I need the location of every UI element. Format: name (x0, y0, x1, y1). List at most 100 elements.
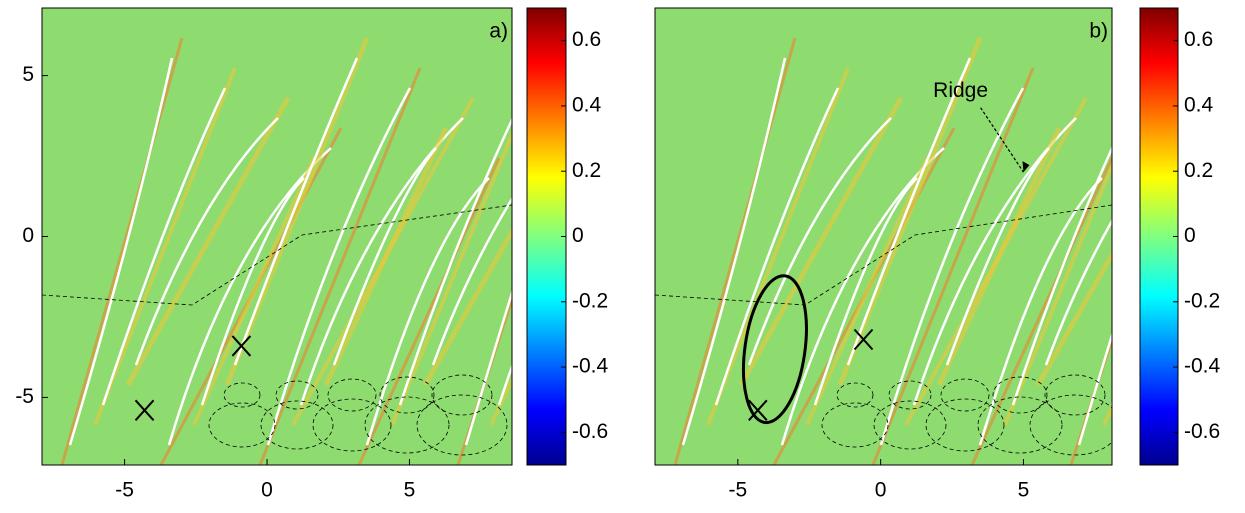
contour-dashed (992, 376, 1048, 414)
contour-white (200, 177, 305, 406)
contour-dashed (977, 396, 1063, 454)
x-marker (231, 335, 252, 357)
contour-dashed (260, 400, 334, 450)
contour-dashed (940, 378, 990, 412)
panel-label: a) (489, 20, 508, 43)
colorbar-tick-label: -0.4 (1184, 355, 1221, 378)
streak (93, 67, 237, 426)
contour-dashed (416, 394, 508, 456)
contour-white (978, 177, 1103, 446)
streak (805, 157, 929, 426)
contour-dashed (1029, 394, 1112, 456)
contour-dashed (208, 402, 276, 448)
arrow-head (1022, 161, 1030, 173)
contour-dashed (312, 398, 392, 452)
colorbar-tick-label: 0.6 (572, 28, 601, 51)
contour-white (233, 57, 359, 366)
colorbar-tick-label: -0.2 (572, 289, 608, 312)
streak (258, 67, 422, 465)
contour-dashed (275, 380, 319, 410)
contour-white (398, 116, 512, 406)
colorbar-tick-label: -0.6 (572, 420, 608, 443)
x-marker-stroke (231, 335, 252, 357)
streak (1035, 249, 1112, 387)
contour-white (134, 117, 279, 366)
streak (871, 67, 1035, 465)
streak (422, 226, 512, 387)
contour-white (68, 57, 174, 446)
contour-dashed (364, 396, 450, 454)
streak (323, 126, 449, 387)
contour-dashed (655, 204, 1112, 306)
colorbar-tick-label: -0.2 (1184, 289, 1220, 312)
contour-dashed (42, 204, 512, 306)
contour-dashed (223, 382, 261, 408)
streak (390, 129, 512, 426)
streak (936, 126, 1062, 387)
contour-dashed (431, 374, 493, 416)
y-tick-label: 0 (22, 224, 34, 247)
contour-white (431, 196, 512, 366)
contour-dashed (836, 382, 874, 408)
x-tick-label: 5 (404, 479, 416, 502)
panel-label: b) (1089, 20, 1108, 43)
contour-dashed (327, 378, 377, 412)
contour-white (879, 87, 1025, 446)
contour-white (681, 57, 787, 446)
highlight-ellipse (742, 274, 808, 425)
plot-frame (654, 7, 1113, 466)
contour-white (1011, 145, 1112, 406)
colorbar-tick-label: 0.2 (1184, 159, 1213, 182)
contour-white (266, 87, 412, 446)
contour-white (101, 87, 227, 406)
field (655, 8, 1112, 465)
y-tick-label: -5 (15, 385, 34, 408)
contour-white (1077, 331, 1112, 446)
streak (125, 96, 291, 387)
streak (673, 37, 797, 465)
x-tick-label: 5 (1018, 479, 1030, 502)
contour-white (464, 288, 512, 446)
field-background (655, 8, 1112, 465)
contour-dashed (821, 402, 889, 448)
streak (1003, 160, 1112, 426)
annotation: Ridge (933, 79, 988, 102)
streak (970, 157, 1112, 465)
contour-white (365, 177, 490, 446)
colorbar (1139, 7, 1179, 466)
contour-white (747, 117, 892, 366)
colorbar-tick-label: 0.2 (572, 159, 601, 182)
x-tick-label: 0 (261, 479, 273, 502)
colorbar-tick-label: 0.6 (1184, 28, 1213, 51)
x-tick-label: -5 (115, 479, 134, 502)
contour-dashed (873, 400, 947, 450)
x-marker-stroke (134, 399, 155, 421)
x-marker (748, 399, 768, 421)
contour-white (714, 87, 840, 406)
contour-white (945, 147, 1050, 366)
streak (192, 157, 316, 426)
contour-dashed (1044, 374, 1106, 416)
y-tick-label: 5 (22, 63, 34, 86)
contour-dashed (888, 380, 932, 410)
colorbar-tick-label: -0.4 (572, 355, 609, 378)
contour-white (332, 147, 437, 366)
x-marker-stroke (853, 328, 874, 351)
streak (357, 157, 501, 465)
colorbar-tick-label: 0.4 (1184, 93, 1214, 116)
streak (60, 37, 184, 465)
x-tick-label: 0 (875, 479, 887, 502)
contour-white (813, 177, 918, 406)
annotation-arrow (980, 107, 1024, 173)
colorbar-tick-label: 0 (572, 224, 584, 247)
x-marker (134, 399, 155, 421)
field (42, 8, 512, 465)
x-marker-stroke (748, 399, 768, 421)
streak (706, 67, 850, 426)
contour-dashed (925, 398, 1005, 452)
colorbar-tick-label: -0.6 (1184, 420, 1220, 443)
colorbar (526, 7, 567, 466)
contour-dashed (379, 376, 435, 414)
x-marker (853, 328, 874, 351)
